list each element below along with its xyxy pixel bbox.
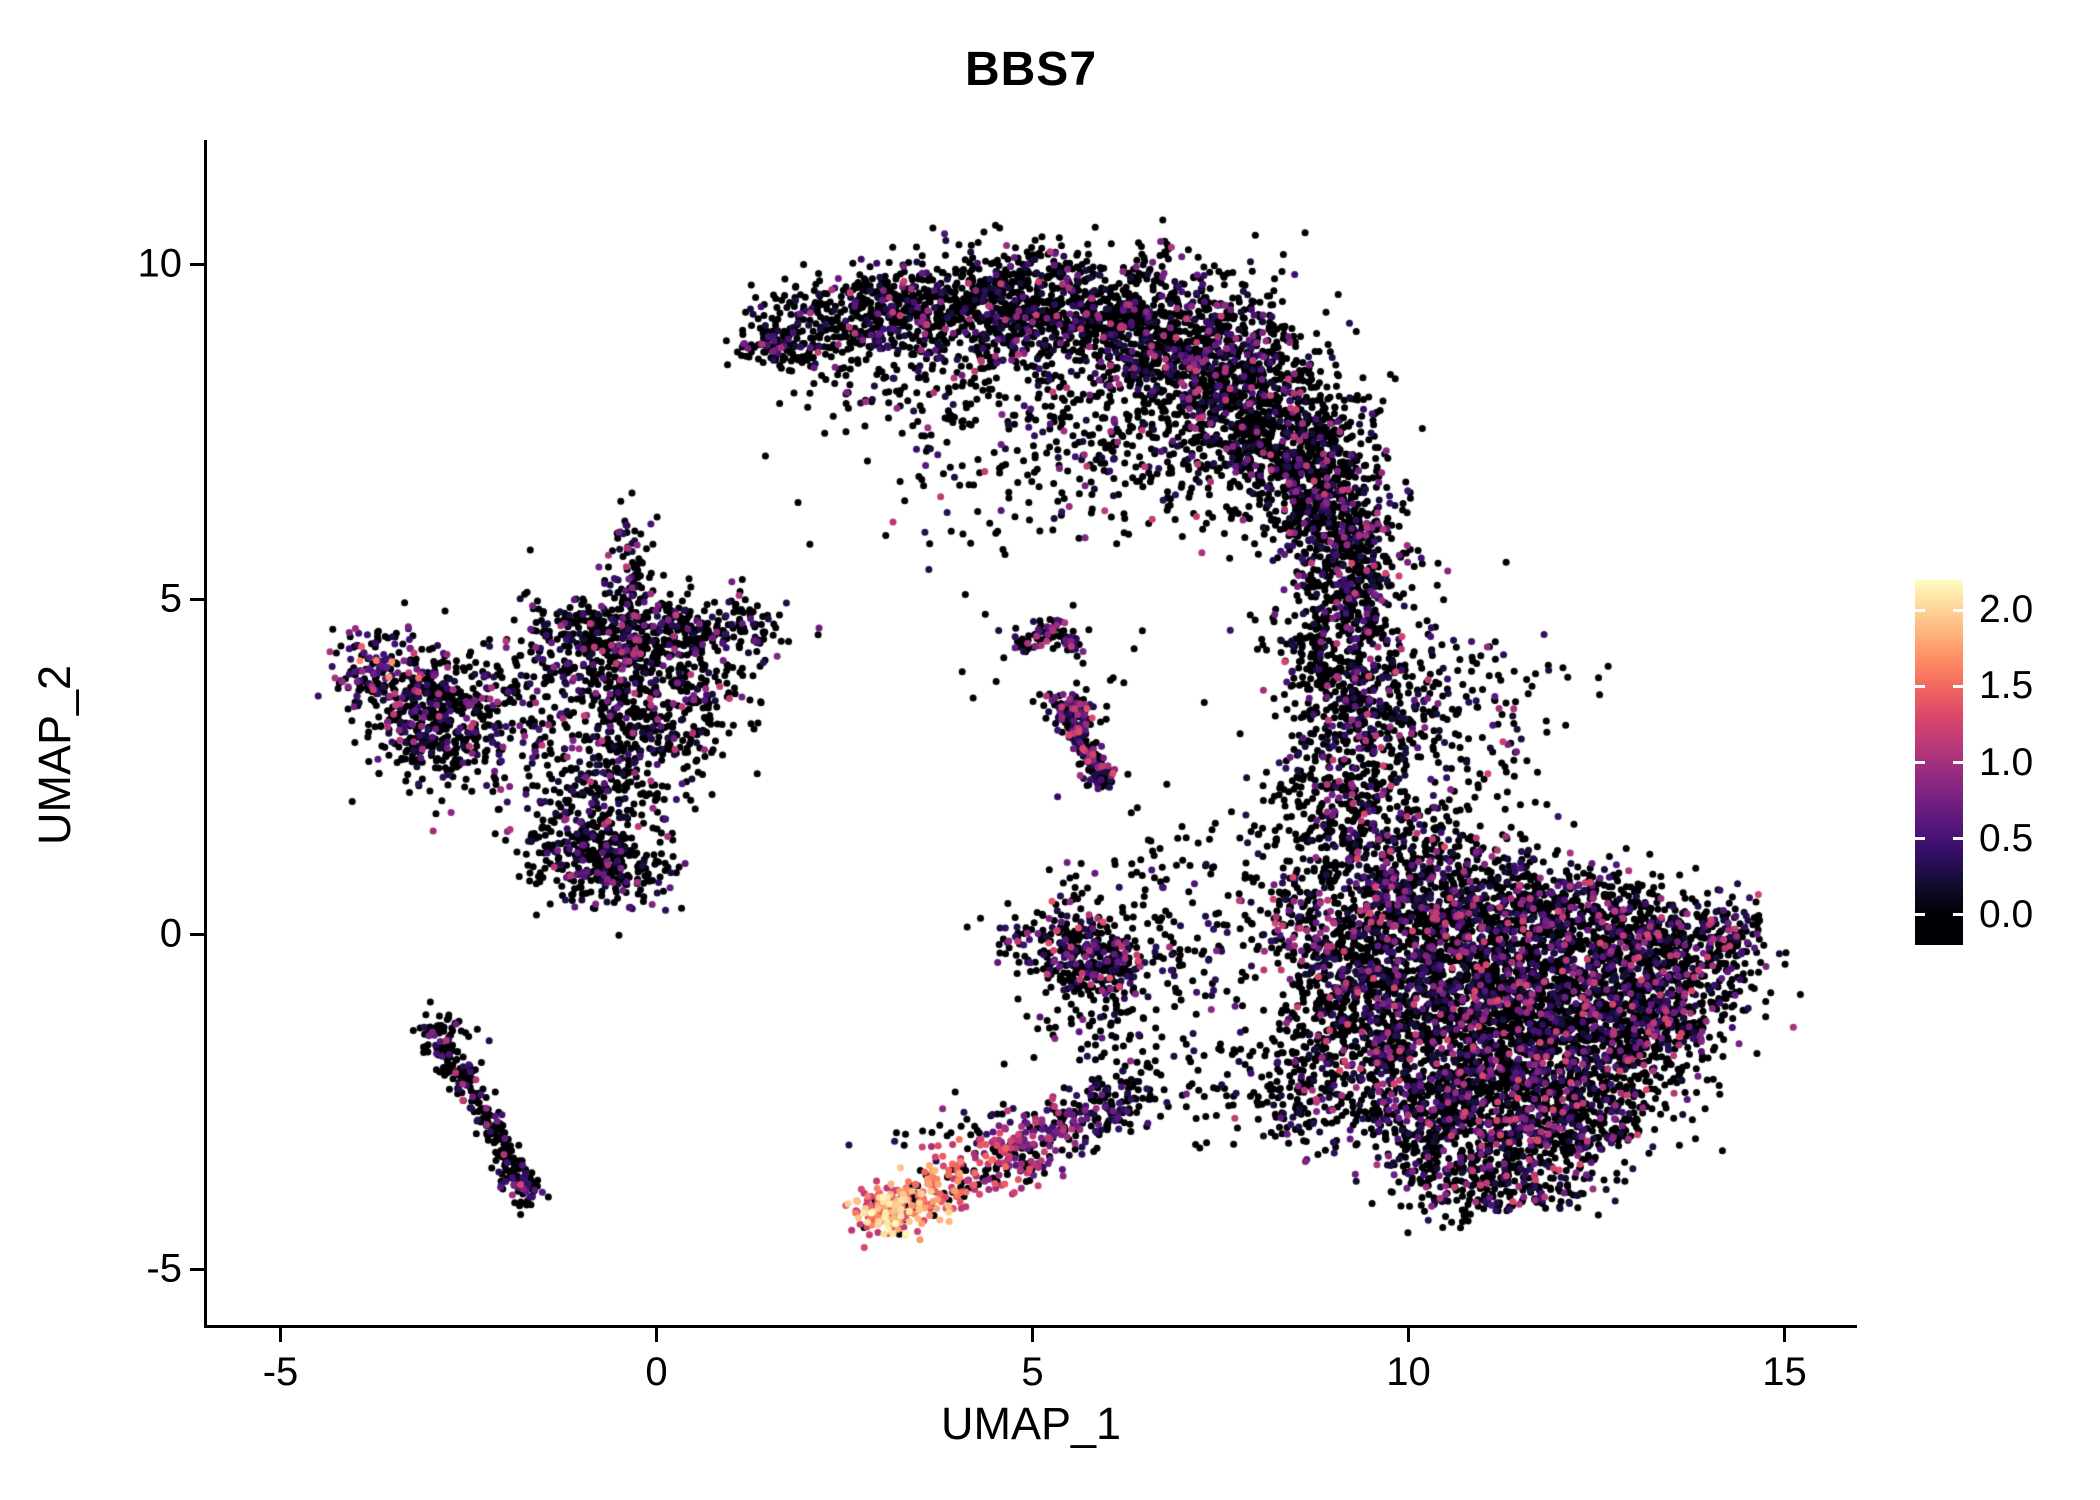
colorbar-tick-mark [1953,684,1963,688]
y-axis-title: UMAP_2 [29,664,80,846]
x-tick-mark [655,1328,658,1342]
x-tick-label: -5 [262,1350,299,1394]
y-axis-line [204,140,207,1328]
colorbar-tick-mark [1953,913,1963,917]
colorbar-tick-mark [1953,837,1963,841]
x-tick-label: 10 [1386,1350,1431,1394]
y-tick-label: 0 [159,911,182,956]
colorbar-tick-mark [1915,684,1925,688]
colorbar-tick-label: 1.5 [1979,664,2034,708]
y-tick-mark [190,1267,204,1271]
colorbar-tick-label: 1.0 [1979,740,2034,784]
x-tick-label: 15 [1762,1350,1807,1394]
colorbar-tick-mark [1915,837,1925,841]
x-axis-title: UMAP_1 [940,1398,1122,1449]
colorbar-tick-mark [1953,761,1963,764]
y-tick-mark [190,597,204,601]
y-tick-mark [190,262,204,266]
colorbar-tick-mark [1915,913,1925,917]
x-tick-mark [1031,1328,1034,1342]
x-tick-mark [1407,1328,1410,1342]
colorbar-tick-label: 2.0 [1979,588,2034,632]
colorbar-tick-mark [1915,761,1925,764]
x-tick-mark [279,1328,282,1342]
x-axis-line [205,1325,1857,1328]
colorbar-tick-mark [1915,608,1925,612]
y-tick-label: 5 [159,576,182,621]
x-tick-mark [1783,1328,1786,1342]
y-tick-mark [190,932,204,936]
x-tick-label: 0 [645,1350,668,1394]
x-tick-label: 5 [1021,1350,1044,1394]
y-tick-label: 10 [137,241,183,286]
colorbar-tick-mark [1953,608,1963,612]
colorbar-tick-label: 0.5 [1979,816,2034,860]
y-tick-label: -5 [146,1246,182,1291]
colorbar-tick-label: 0.0 [1979,892,2034,936]
chart-title: BBS7 [964,43,1098,96]
